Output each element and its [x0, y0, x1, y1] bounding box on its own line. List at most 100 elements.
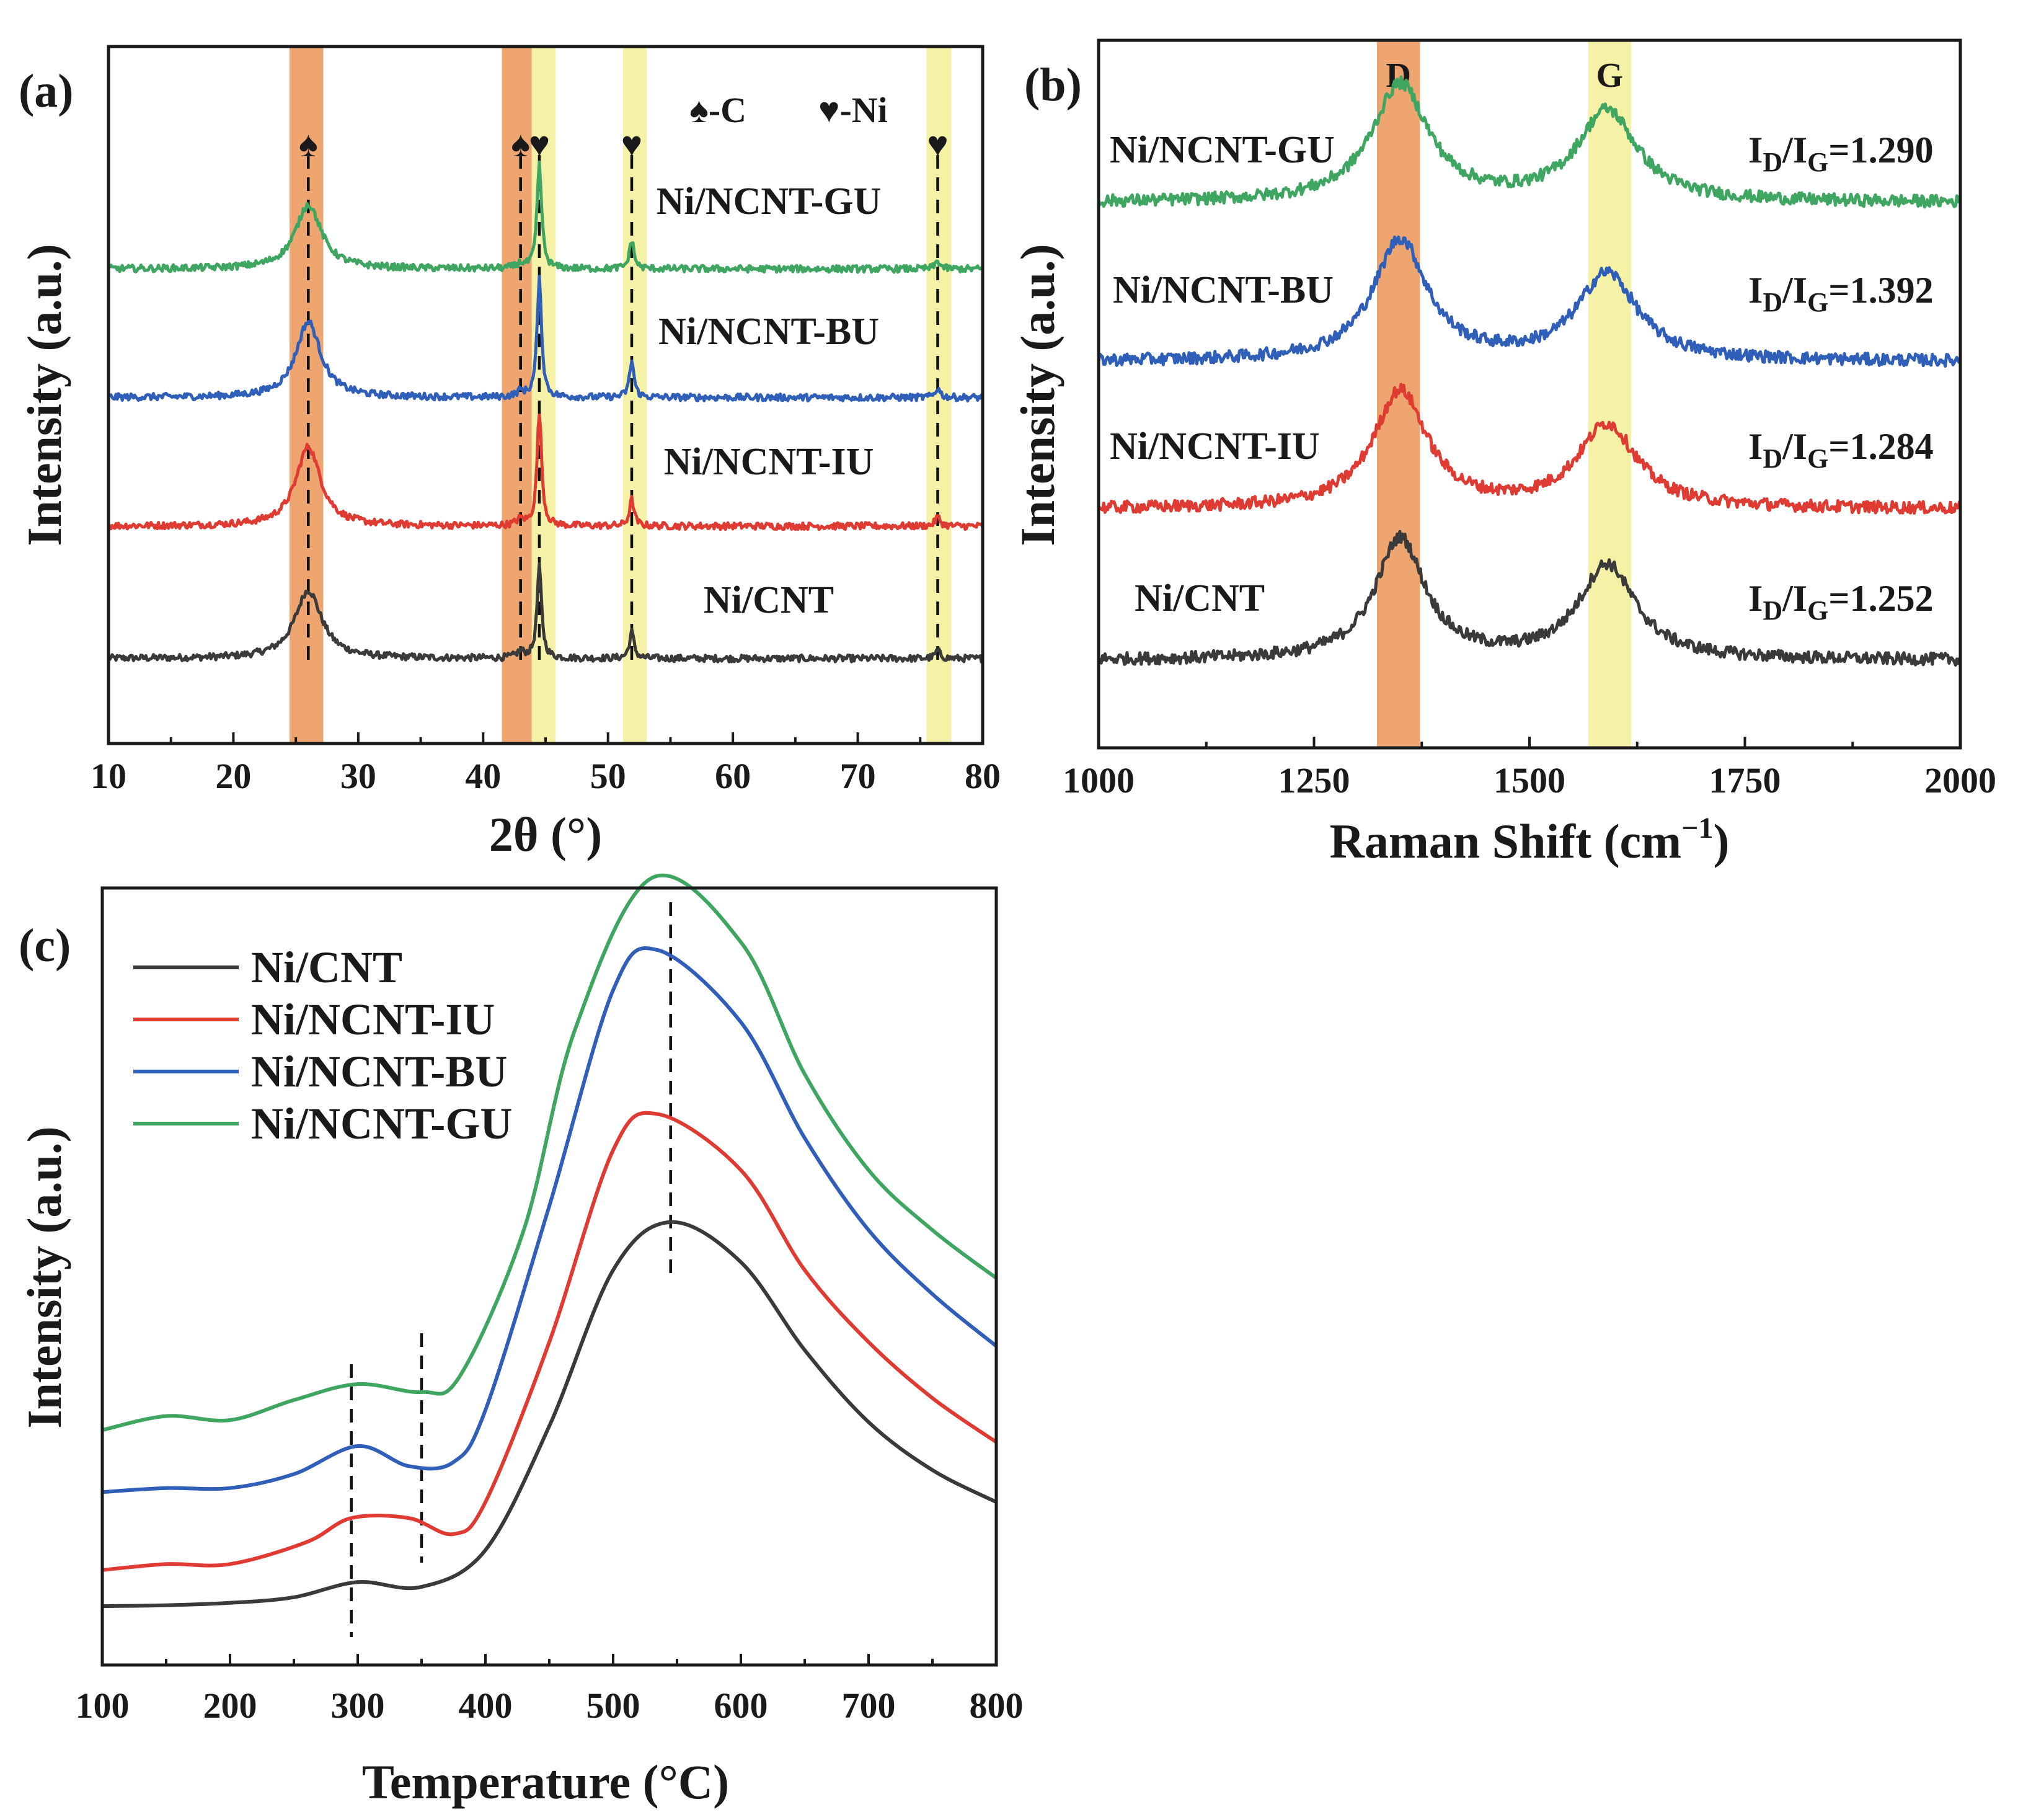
xrd-x-axis-title: 2θ (°): [489, 807, 602, 861]
raman-ratio-ni-cnt: ID/IG=1.252: [1748, 578, 1934, 626]
raman-ratio-part: G: [1807, 287, 1828, 317]
xrd-x-tick-label-50: 50: [590, 756, 626, 796]
tpr-x-tick-label-400: 400: [459, 1685, 513, 1726]
panel-a-label: (a): [19, 65, 74, 117]
tpr-x-tick-label-600: 600: [714, 1685, 768, 1726]
raman-ratio-part: D: [1763, 443, 1782, 474]
raman-ratio-part: /I: [1782, 270, 1807, 311]
panel-c-label: (c): [19, 920, 71, 972]
tpr-x-tick-label-500: 500: [586, 1685, 640, 1726]
raman-ratio-part: D: [1763, 287, 1782, 317]
raman-ratio-ni-ncnt-iu: ID/IG=1.284: [1748, 426, 1934, 474]
raman-x-axis-title: Raman Shift (cm−1): [1330, 812, 1730, 868]
raman-x-tick-label-1500: 1500: [1494, 760, 1565, 801]
raman-band-g: [1588, 40, 1632, 748]
panel-a-xrd: 10 20 30 40 50 60 70 80 ♠ ♠♥ ♥ ♥ Ni/CNTNi/NCNT-IUN…: [17, 45, 1001, 861]
xrd-series-ni-ncnt-gu: [107, 160, 985, 274]
xrd-x-tick-label-10: 10: [91, 756, 126, 796]
raman-x-axis-title-main: Raman Shift (cm: [1330, 814, 1682, 868]
raman-band-label-g: G: [1596, 56, 1623, 95]
panel-b-label: (b): [1024, 59, 1082, 111]
raman-x-tick-label-1250: 1250: [1278, 760, 1350, 801]
xrd-sample-label-ni-ncnt-iu: Ni/NCNT-IU: [664, 441, 874, 483]
tpr-x-tick-label-300: 300: [331, 1685, 385, 1726]
xrd-sample-label-ni-cnt: Ni/CNT: [704, 579, 834, 621]
raman-ratio-part: 1.284: [1850, 426, 1934, 467]
tpr-series-ni-ncnt-iu: [102, 1111, 998, 1572]
raman-ratio-part: I: [1748, 426, 1763, 467]
xrd-peak-marker-ni-4: ♥: [927, 124, 948, 164]
raman-ratio-part: D: [1763, 595, 1782, 626]
tpr-x-tick-label-100: 100: [76, 1685, 130, 1726]
raman-ratio-ni-ncnt-gu: ID/IG=1.290: [1748, 130, 1934, 177]
panel-c-h2tpr: 100 200 300 400 500 600 700 800 Ni/CNTNi/NCNT-I…: [17, 873, 1024, 1809]
xrd-peak-markers: ♠ ♠♥ ♥ ♥: [299, 124, 949, 164]
raman-ratio-part: G: [1807, 147, 1828, 177]
xrd-series-ni-cnt: [107, 562, 985, 664]
tpr-legend-label-ni-ncnt-bu: Ni/NCNT-BU: [251, 1047, 507, 1096]
raman-ratio-part: I: [1748, 578, 1763, 619]
raman-x-tick-label-1750: 1750: [1709, 760, 1781, 801]
xrd-peak-marker-ni-2: ♥: [529, 124, 550, 164]
raman-ratio-part: D: [1763, 147, 1782, 177]
raman-ratio-part: 1.290: [1850, 130, 1934, 171]
tpr-legend-label-ni-ncnt-iu: Ni/NCNT-IU: [251, 995, 495, 1044]
raman-x-tick-label-1000: 1000: [1063, 760, 1135, 801]
raman-ratio-part: 1.392: [1850, 270, 1934, 311]
tpr-x-axis-title: Temperature (°C): [362, 1755, 729, 1809]
tpr-x-tick-label-200: 200: [203, 1685, 257, 1726]
raman-series-ni-cnt: [1097, 530, 1962, 667]
raman-ratio-ni-ncnt-bu: ID/IG=1.392: [1748, 270, 1934, 317]
xrd-x-tick-label-70: 70: [840, 756, 876, 796]
xrd-sample-labels: Ni/CNT Ni/NCNT-IU Ni/NCNT-BU Ni/NCNT-GU: [657, 180, 882, 621]
raman-ratio-part: 1.252: [1850, 578, 1934, 619]
raman-x-axis-title-exponent: −1: [1681, 812, 1713, 845]
xrd-peak-marker-ni-3: ♥: [621, 124, 642, 164]
xrd-x-tick-label-40: 40: [465, 756, 501, 796]
raman-sample-label-ni-cnt: Ni/CNT: [1135, 577, 1265, 619]
xrd-series-group: [107, 160, 985, 664]
xrd-y-axis-title: Intensity (a.u.): [17, 244, 71, 546]
raman-series-group: [1097, 75, 1962, 667]
xrd-x-axis: 10 20 30 40 50 60 70 80: [91, 732, 1001, 796]
tpr-y-axis-title: Intensity (a.u.): [17, 1126, 71, 1429]
tpr-series-group: [102, 873, 998, 1608]
raman-sample-label-ni-ncnt-iu: Ni/NCNT-IU: [1110, 425, 1320, 468]
raman-ratio-part: G: [1807, 443, 1828, 474]
tpr-series-ni-ncnt-gu: [102, 873, 998, 1432]
raman-ratio-part: =: [1828, 578, 1849, 619]
xrd-x-tick-label-20: 20: [215, 756, 251, 796]
raman-series-ni-ncnt-gu: [1097, 75, 1962, 209]
raman-sample-label-ni-ncnt-bu: Ni/NCNT-BU: [1113, 269, 1334, 311]
tpr-x-tick-label-700: 700: [842, 1685, 896, 1726]
raman-series-ni-ncnt-bu: [1097, 235, 1962, 368]
tpr-x-tick-label-800: 800: [970, 1685, 1024, 1726]
raman-sample-label-ni-ncnt-gu: Ni/NCNT-GU: [1110, 129, 1335, 171]
raman-ratio-part: =: [1828, 270, 1849, 311]
xrd-x-tick-label-60: 60: [715, 756, 751, 796]
raman-ratio-part: G: [1807, 595, 1828, 626]
xrd-legend-carbon: ♠-C: [689, 90, 746, 130]
xrd-series-ni-ncnt-bu: [107, 275, 985, 402]
tpr-legend-label-ni-ncnt-gu: Ni/NCNT-GU: [251, 1099, 512, 1148]
xrd-sample-label-ni-ncnt-gu: Ni/NCNT-GU: [657, 180, 882, 223]
tpr-legend-label-ni-cnt: Ni/CNT: [251, 943, 402, 992]
tpr-series-ni-cnt: [102, 1220, 998, 1608]
raman-ratio-part: /I: [1782, 130, 1807, 171]
tpr-series-ni-ncnt-bu: [102, 946, 998, 1494]
xrd-series-ni-ncnt-iu: [107, 413, 985, 531]
raman-y-axis-title: Intensity (a.u.): [1011, 244, 1064, 546]
xrd-x-tick-label-30: 30: [340, 756, 376, 796]
tpr-x-axis: 100 200 300 400 500 600 700 800: [76, 1654, 1024, 1726]
xrd-sample-label-ni-ncnt-bu: Ni/NCNT-BU: [658, 311, 879, 353]
raman-ratio-part: I: [1748, 270, 1763, 311]
raman-ratio-part: =: [1828, 130, 1849, 171]
raman-ratio-part: /I: [1782, 578, 1807, 619]
raman-ratio-part: =: [1828, 426, 1849, 467]
xrd-peak-marker-c-0: ♠: [299, 124, 318, 164]
